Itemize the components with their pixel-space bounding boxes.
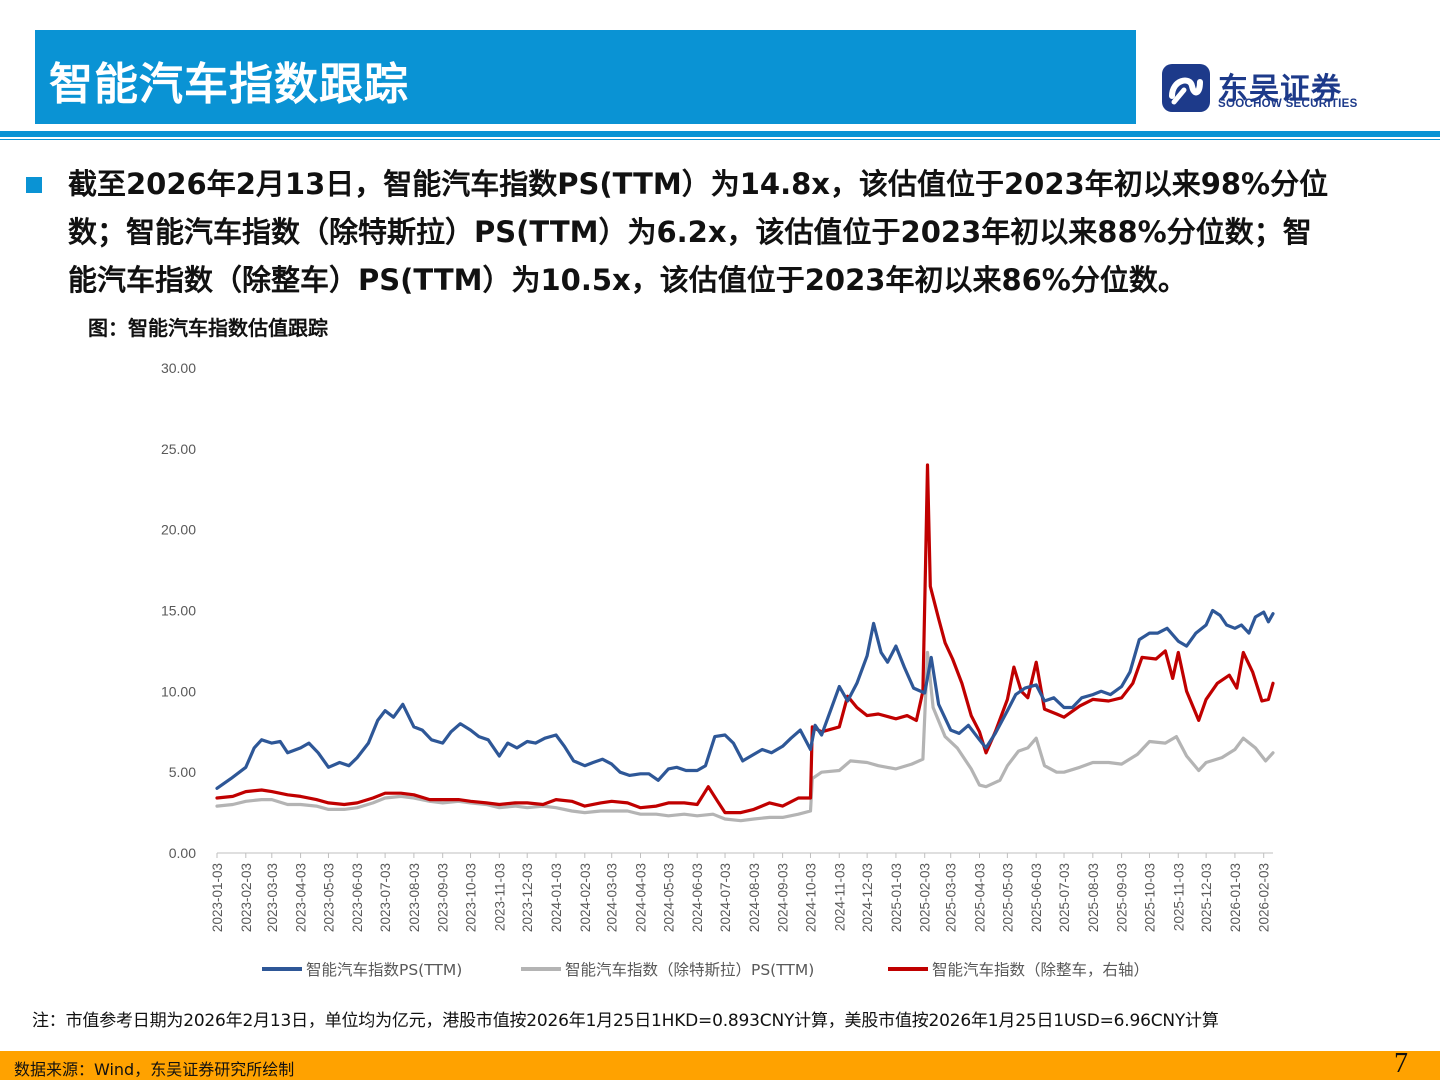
x-tick-label: 2024-03-03 [605, 863, 620, 932]
x-tick-label: 2024-01-03 [549, 863, 564, 932]
x-tick-label: 2025-04-03 [973, 863, 988, 932]
x-tick-label: 2025-01-03 [889, 863, 904, 932]
legend-label: 智能汽车指数（除整车，右轴） [932, 961, 1149, 979]
x-tick-label: 2026-01-03 [1228, 863, 1243, 932]
valuation-line-chart: 0.00 5.00 10.00 15.00 20.00 25.00 30.00 2023-01… [161, 360, 1275, 979]
header-divider-thin [0, 139, 1440, 140]
x-tick-label: 2025-07-03 [1057, 863, 1072, 932]
y-tick-label: 10.00 [161, 683, 196, 699]
series-line [215, 463, 1275, 815]
title-bar: 智能汽车指数跟踪 [35, 30, 1136, 124]
footnote: 注：市值参考日期为2026年2月13日，单位均为亿元，港股市值按2026年1月2… [32, 1011, 1219, 1031]
x-tick-label: 2024-11-03 [832, 863, 847, 931]
header-divider [0, 131, 1440, 137]
y-tick-label: 25.00 [161, 441, 196, 457]
x-tick-label: 2025-12-03 [1199, 863, 1214, 932]
y-tick-label: 30.00 [161, 360, 196, 376]
x-tick-label: 2023-12-03 [520, 863, 535, 932]
x-tick-label: 2023-05-03 [321, 863, 336, 932]
x-tick-label: 2025-03-03 [944, 863, 959, 932]
y-tick-label: 5.00 [169, 764, 196, 780]
chart-caption: 图：智能汽车指数估值跟踪 [88, 316, 328, 340]
x-tick-label: 2024-08-03 [747, 863, 762, 932]
y-tick-label: 0.00 [169, 845, 196, 861]
x-tick-label: 2023-10-03 [464, 863, 479, 932]
summary-text: 截至2026年2月13日，智能汽车指数PS(TTM）为14.8x，该估值位于20… [68, 160, 1408, 304]
summary-line: 截至2026年2月13日，智能汽车指数PS(TTM）为14.8x，该估值位于20… [68, 167, 1329, 201]
x-tick-label: 2024-04-03 [634, 863, 649, 932]
x-tick-label: 2023-04-03 [294, 863, 309, 932]
x-tick-label: 2023-07-03 [378, 863, 393, 932]
data-source: 数据来源：Wind，东吴证券研究所绘制 [14, 1060, 295, 1079]
x-tick-label: 2025-09-03 [1115, 863, 1130, 932]
x-tick-label: 2025-08-03 [1086, 863, 1101, 932]
x-tick-label: 2025-06-03 [1029, 863, 1044, 932]
x-tick-label: 2024-09-03 [776, 863, 791, 932]
x-tick-label: 2023-01-03 [210, 863, 225, 932]
series-line [215, 608, 1275, 790]
x-tick-label: 2025-05-03 [1000, 863, 1015, 932]
y-tick-label: 20.00 [161, 522, 196, 538]
logo-english-name: SOOCHOW SECURITIES [1218, 98, 1358, 110]
x-tick-label: 2023-06-03 [350, 863, 365, 932]
x-tick-label: 2023-08-03 [407, 863, 422, 932]
x-tick-label: 2024-12-03 [860, 863, 875, 932]
y-tick-label: 15.00 [161, 603, 196, 619]
legend-label: 智能汽车指数（除特斯拉）PS(TTM) [565, 961, 814, 979]
x-tick-label: 2025-10-03 [1142, 863, 1157, 932]
x-tick-label: 2024-10-03 [803, 863, 818, 932]
summary-line: 能汽车指数（除整车）PS(TTM）为10.5x，该估值位于2023年初以来86%… [68, 263, 1187, 297]
series-line [215, 650, 1275, 823]
x-tick-label: 2023-11-03 [492, 863, 507, 931]
logo-name: 东吴证券 [1218, 72, 1342, 107]
footer-bar: 数据来源：Wind，东吴证券研究所绘制 7 [0, 1048, 1440, 1080]
summary-line: 数；智能汽车指数（除特斯拉）PS(TTM）为6.2x，该估值位于2023年初以来… [68, 215, 1312, 249]
logo-mark-icon [1162, 64, 1210, 112]
x-tick-label: 2024-07-03 [718, 863, 733, 932]
x-tick-label: 2025-11-03 [1171, 863, 1186, 931]
company-logo: 东吴证券 SOOCHOW SECURITIES [1160, 62, 1370, 114]
bullet-square-icon [26, 177, 42, 193]
x-tick-label: 2023-02-03 [239, 863, 254, 932]
x-tick-label: 2023-09-03 [436, 863, 451, 932]
x-tick-label: 2024-06-03 [690, 863, 705, 932]
page-title: 智能汽车指数跟踪 [49, 59, 409, 110]
x-tick-label: 2026-02-03 [1257, 863, 1272, 932]
page-number: 7 [1394, 1048, 1408, 1079]
x-tick-label: 2024-02-03 [578, 863, 593, 932]
x-tick-label: 2023-03-03 [265, 863, 280, 932]
legend-label: 智能汽车指数PS(TTM) [306, 961, 462, 979]
x-tick-label: 2025-02-03 [918, 863, 933, 932]
x-tick-label: 2024-05-03 [661, 863, 676, 932]
